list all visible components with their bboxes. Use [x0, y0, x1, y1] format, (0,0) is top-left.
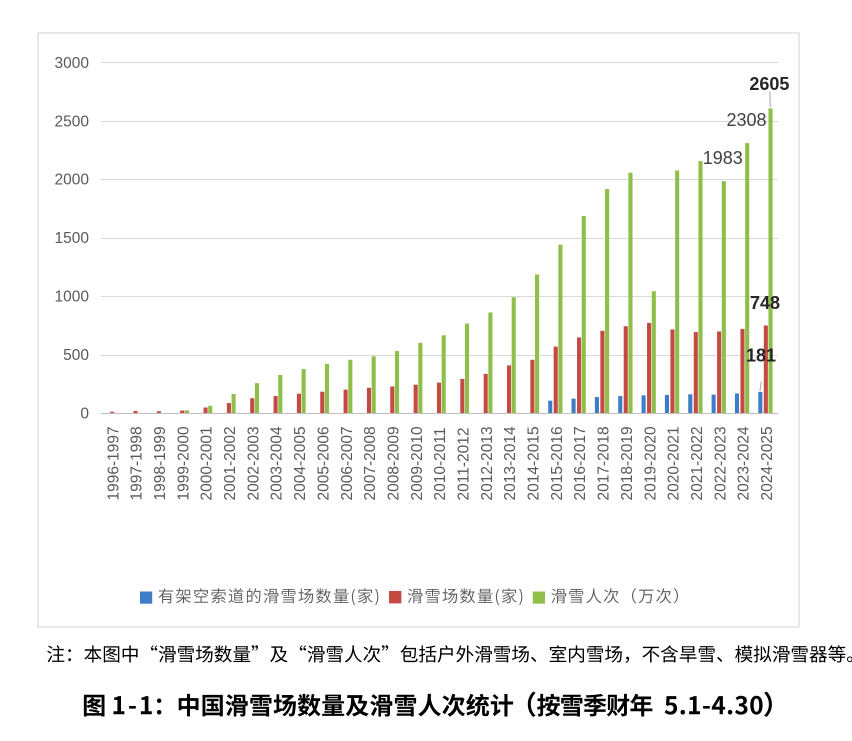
- svg-text:2001-2002: 2001-2002: [222, 426, 239, 500]
- svg-text:1983: 1983: [703, 148, 743, 168]
- svg-text:2002-2003: 2002-2003: [245, 426, 262, 500]
- svg-text:2000-2001: 2000-2001: [199, 426, 216, 500]
- svg-text:181: 181: [746, 346, 776, 366]
- svg-text:2016-2017: 2016-2017: [572, 426, 589, 500]
- svg-text:2004-2005: 2004-2005: [292, 426, 309, 500]
- svg-text:2005-2006: 2005-2006: [315, 426, 332, 500]
- svg-text:2605: 2605: [749, 74, 789, 94]
- svg-text:1999-2000: 1999-2000: [175, 426, 192, 501]
- svg-text:2021-2022: 2021-2022: [689, 426, 706, 500]
- svg-text:1500: 1500: [55, 230, 90, 247]
- svg-text:0: 0: [80, 406, 89, 423]
- svg-text:2015-2016: 2015-2016: [549, 426, 566, 500]
- svg-text:2017-2018: 2017-2018: [596, 426, 613, 500]
- svg-text:748: 748: [750, 293, 780, 313]
- svg-text:3000: 3000: [55, 55, 90, 72]
- svg-text:2024-2025: 2024-2025: [759, 426, 776, 500]
- svg-text:2014-2015: 2014-2015: [526, 426, 543, 500]
- svg-text:1998-1999: 1998-1999: [152, 426, 169, 500]
- svg-text:1996-1997: 1996-1997: [105, 426, 122, 500]
- svg-text:2013-2014: 2013-2014: [502, 426, 519, 501]
- svg-text:2006-2007: 2006-2007: [339, 426, 356, 500]
- svg-text:2019-2020: 2019-2020: [642, 426, 659, 501]
- svg-text:2023-2024: 2023-2024: [736, 426, 753, 501]
- svg-text:2022-2023: 2022-2023: [712, 426, 729, 500]
- svg-text:2003-2004: 2003-2004: [269, 426, 286, 501]
- svg-text:2009-2010: 2009-2010: [409, 426, 426, 501]
- svg-text:500: 500: [63, 347, 89, 364]
- svg-text:1000: 1000: [55, 289, 90, 306]
- svg-text:2500: 2500: [55, 113, 90, 130]
- svg-text:2011-2012: 2011-2012: [455, 428, 472, 501]
- svg-text:2018-2019: 2018-2019: [619, 426, 636, 500]
- svg-text:2008-2009: 2008-2009: [385, 426, 402, 500]
- svg-text:2308: 2308: [726, 110, 766, 130]
- svg-text:2000: 2000: [55, 172, 90, 189]
- svg-text:2007-2008: 2007-2008: [362, 426, 379, 500]
- svg-text:2020-2021: 2020-2021: [666, 426, 683, 500]
- svg-text:2012-2013: 2012-2013: [479, 426, 496, 500]
- svg-text:2010-2011: 2010-2011: [432, 428, 449, 501]
- svg-text:1997-1998: 1997-1998: [129, 426, 146, 500]
